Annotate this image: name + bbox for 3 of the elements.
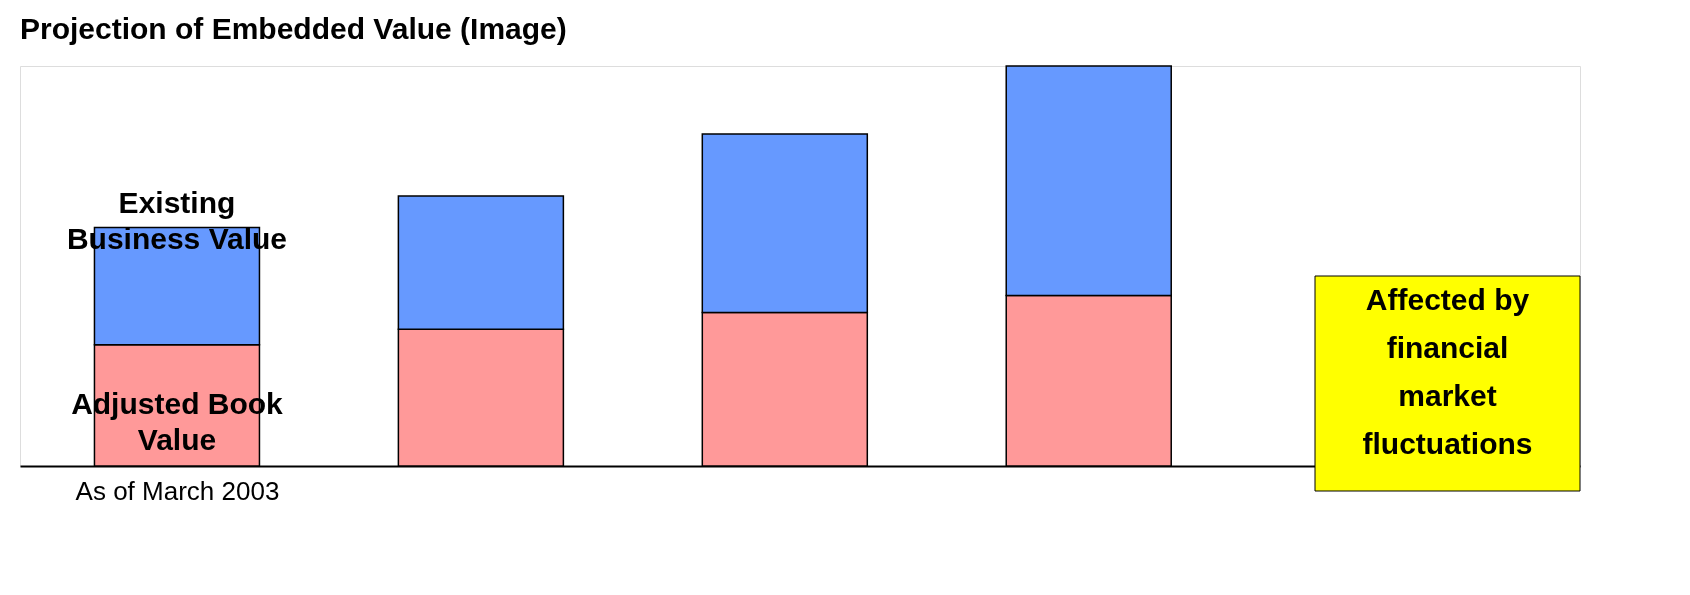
chart-title: Projection of Embedded Value (Image) bbox=[20, 12, 567, 46]
x-tick-label: As of March 2003 bbox=[75, 475, 280, 506]
text: Affected by financial market fluctuations bbox=[1362, 283, 1533, 460]
